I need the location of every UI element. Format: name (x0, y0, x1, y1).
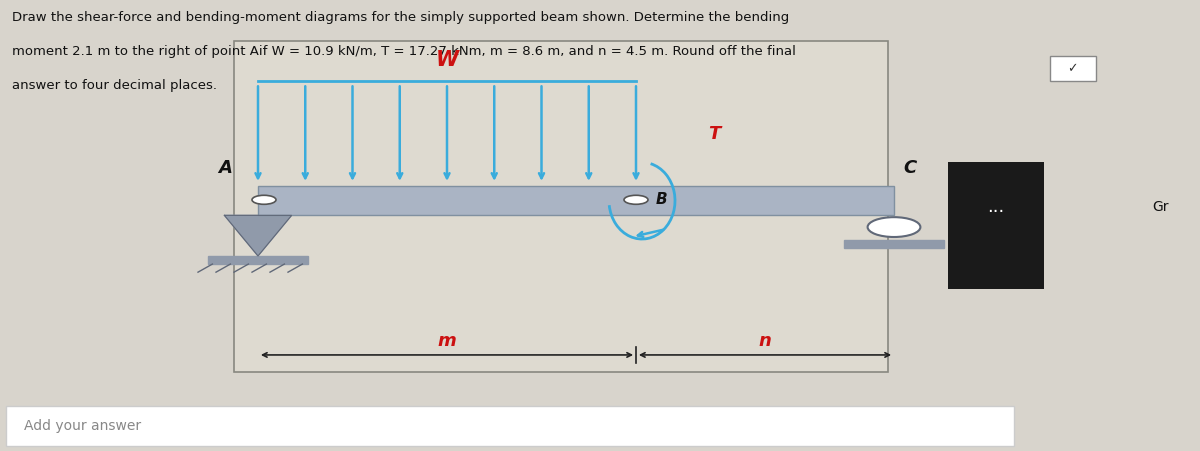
Circle shape (624, 195, 648, 204)
Text: A: A (217, 159, 232, 177)
Text: ...: ... (988, 198, 1004, 216)
Polygon shape (208, 256, 308, 264)
Circle shape (868, 217, 920, 237)
Text: T: T (708, 125, 720, 143)
Text: B: B (655, 192, 667, 207)
Bar (234, 41, 888, 372)
Text: Draw the shear-force and bending-moment diagrams for the simply supported beam s: Draw the shear-force and bending-moment … (12, 11, 790, 24)
Text: C: C (904, 159, 917, 177)
Bar (258, 186, 894, 215)
Text: m: m (438, 331, 456, 350)
Text: ✓: ✓ (1068, 63, 1078, 75)
Text: Add your answer: Add your answer (24, 419, 142, 433)
Bar (1050, 56, 1096, 81)
Text: W: W (436, 50, 458, 70)
Text: answer to four decimal places.: answer to four decimal places. (12, 79, 217, 92)
Text: moment 2.1 m to the right of point Aif W = 10.9 kN/m, T = 17.27 kNm, m = 8.6 m, : moment 2.1 m to the right of point Aif W… (12, 45, 796, 58)
Bar (6, 406, 1014, 446)
Text: Gr: Gr (1152, 199, 1169, 214)
Polygon shape (844, 239, 944, 248)
Bar (948, 162, 1044, 289)
Polygon shape (224, 215, 292, 256)
Text: n: n (758, 331, 772, 350)
Circle shape (252, 195, 276, 204)
